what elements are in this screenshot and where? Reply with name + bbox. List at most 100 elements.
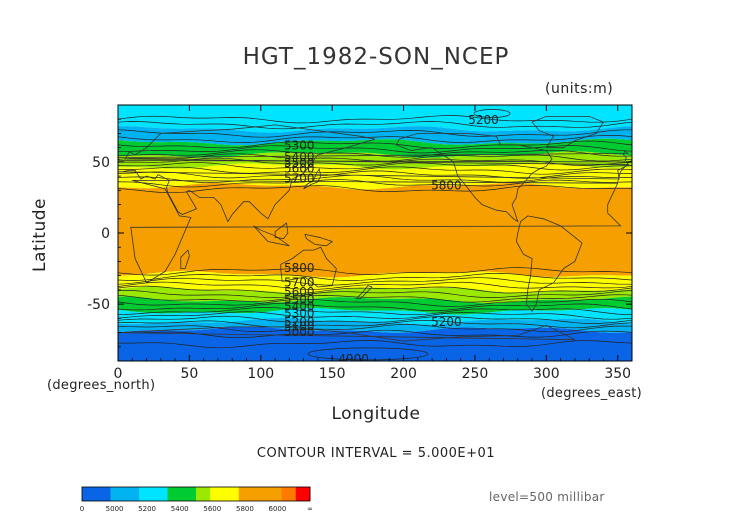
colorbar-label: 0 xyxy=(80,505,84,513)
colorbar-swatch xyxy=(210,487,225,501)
colorbar-swatch xyxy=(181,487,197,501)
colorbar-swatch xyxy=(238,487,254,501)
y-tick-label: -50 xyxy=(87,297,110,313)
level-text: level=500 millibar xyxy=(489,490,605,504)
continent-outline xyxy=(253,225,290,247)
colorbar-swatch xyxy=(110,487,126,501)
contour-line xyxy=(118,140,632,149)
colorbar-label: ∞ xyxy=(307,505,313,513)
x-tick-label: 250 xyxy=(462,366,489,382)
y-tick-label: 0 xyxy=(101,226,110,242)
colorbar-swatch xyxy=(281,487,297,501)
contour-line xyxy=(118,179,632,188)
colorbar-swatch xyxy=(167,487,183,501)
colorbar-swatch xyxy=(139,487,154,501)
colorbar-label: 5600 xyxy=(203,505,221,513)
x-tick-label: 350 xyxy=(604,366,631,382)
contour-line xyxy=(118,311,632,320)
contour-line xyxy=(118,166,632,175)
y-axis-label: Latitude xyxy=(30,198,50,272)
contour-line xyxy=(118,157,632,166)
contour-line xyxy=(118,340,632,349)
contour-line xyxy=(118,324,632,333)
colorbar-swatch xyxy=(267,487,282,501)
contour-line xyxy=(118,121,632,130)
contour-label: 5200 xyxy=(431,315,462,329)
colorbar-swatch xyxy=(253,487,268,501)
contour-line xyxy=(118,315,632,324)
contour-label: 5200 xyxy=(284,315,315,329)
contour-line xyxy=(118,329,632,339)
contour-line xyxy=(118,162,632,171)
continent-outline xyxy=(515,215,583,312)
contour-line xyxy=(473,109,511,118)
colorbar: 0 5000 5200 5400 5600 5800 6000 ∞ xyxy=(80,486,313,513)
y-axis-unit: (degrees_north) xyxy=(47,378,156,393)
colorbar-frame xyxy=(81,486,311,502)
continent-outline xyxy=(395,133,553,223)
contour-line xyxy=(118,281,632,290)
contour-label: 5400 xyxy=(284,150,315,164)
contour-line xyxy=(118,272,632,281)
contour-label: 5200 xyxy=(468,113,499,127)
colorbar-swatch xyxy=(196,487,211,501)
x-axis-label: Longitude xyxy=(0,404,752,424)
colorbar-swatch xyxy=(82,487,97,501)
units-label: (units:m) xyxy=(545,81,614,97)
colorbar-label: 5200 xyxy=(138,505,156,513)
contour-label: 5600 xyxy=(284,162,315,176)
x-tick-label: 200 xyxy=(390,366,417,382)
colorbar-swatch xyxy=(224,487,240,501)
continent-outline xyxy=(303,167,322,190)
color-band xyxy=(118,138,632,158)
contour-label: 5500 xyxy=(284,292,315,306)
contour-line xyxy=(118,129,632,138)
contour-line xyxy=(118,289,632,298)
contour-line xyxy=(118,285,632,294)
contour-line xyxy=(118,302,632,312)
contour-line xyxy=(118,307,632,316)
colorbar-swatch xyxy=(153,487,168,501)
colorbar-label: 5000 xyxy=(106,505,124,513)
colorbar-label: 5800 xyxy=(236,505,254,513)
x-tick-layer: 0 50 100 150 200 250 300 350 xyxy=(114,105,631,382)
y-tick-layer: 50 0 -50 xyxy=(87,118,632,348)
x-tick-label: 0 xyxy=(114,366,123,382)
continent-outline xyxy=(617,160,632,182)
color-band xyxy=(118,296,632,315)
contour-line xyxy=(118,184,632,194)
contour-line xyxy=(118,170,632,179)
contour-label: 5000 xyxy=(284,325,315,339)
continent-outline xyxy=(180,249,190,269)
colorbar-swatch xyxy=(124,487,140,501)
contour-line xyxy=(118,298,632,307)
contour-label: 5800 xyxy=(284,261,315,275)
x-axis-unit: (degrees_east) xyxy=(541,386,643,401)
contour-label: 5700 xyxy=(284,275,315,289)
contour-label: 5800 xyxy=(431,179,462,193)
x-tick-label: 50 xyxy=(180,366,198,382)
contour-line xyxy=(307,347,429,361)
contour-label: 5700 xyxy=(284,172,315,186)
contour-label: 5100 xyxy=(284,319,315,333)
continent-outline xyxy=(304,233,334,247)
contour-label: 5400 xyxy=(284,300,315,314)
continent-outline xyxy=(118,124,630,223)
continent-outline xyxy=(118,149,629,163)
colorbar-swatch xyxy=(295,487,311,501)
contour-line xyxy=(118,134,632,143)
continent-outline xyxy=(118,324,576,342)
contour-label: 5500 xyxy=(284,156,315,170)
colorbar-label: 5400 xyxy=(171,505,189,513)
contour-line xyxy=(118,145,632,154)
contour-line xyxy=(118,294,632,303)
colorbar-label: 6000 xyxy=(268,505,286,513)
continent-outline xyxy=(280,246,337,288)
contour-label: 4900 xyxy=(338,352,369,366)
contour-interval-text: CONTOUR INTERVAL = 5.000E+01 xyxy=(256,446,496,461)
contour-label: 5600 xyxy=(284,285,315,299)
x-tick-label: 100 xyxy=(247,366,274,382)
contour-layer xyxy=(118,109,632,361)
continent-outline-layer xyxy=(118,116,632,342)
